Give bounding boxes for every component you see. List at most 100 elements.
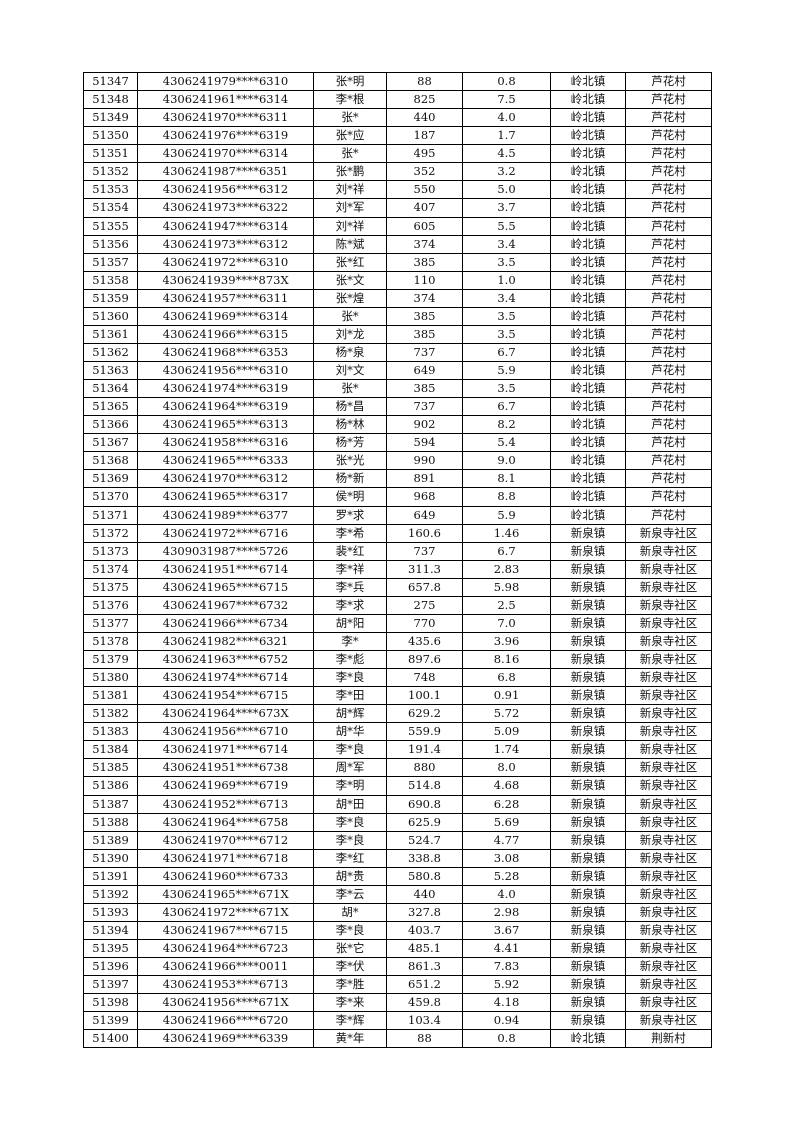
table-row: 51394 4306241967****6715 李*良 403.7 3.67 新泉镇 新泉… <box>83 920 712 941</box>
serial-number-cell: 51348 <box>83 90 138 110</box>
town-cell: 岭北镇 <box>550 415 626 435</box>
town-cell: 新泉镇 <box>550 541 626 561</box>
serial-number-cell: 51352 <box>83 162 138 182</box>
table-row: 51349 4306241970****6311 张* 440 4.0 岭北镇 芦花村 <box>83 108 712 128</box>
village-cell: 新泉寺社区 <box>625 938 712 959</box>
town-cell: 岭北镇 <box>550 144 626 164</box>
quantity-cell: 4.41 <box>462 938 551 959</box>
quantity-cell: 3.67 <box>462 920 551 941</box>
town-cell: 岭北镇 <box>550 397 626 417</box>
name-cell: 李*云 <box>313 884 387 904</box>
table-row: 51354 4306241973****6322 刘*军 407 3.7 岭北镇 芦花村 <box>83 198 712 218</box>
name-cell: 李*来 <box>313 993 387 1013</box>
village-cell: 芦花村 <box>625 198 712 218</box>
serial-number-cell: 51349 <box>83 108 138 128</box>
id-number-cell: 4306241958****6316 <box>137 433 314 453</box>
village-cell: 新泉寺社区 <box>625 1011 712 1031</box>
village-cell: 芦花村 <box>625 288 712 308</box>
village-cell: 新泉寺社区 <box>625 595 712 615</box>
table-row: 51396 4306241966****0011 李*伏 861.3 7.83 新泉镇 新泉… <box>83 957 712 977</box>
village-cell: 新泉寺社区 <box>625 758 712 778</box>
table-row: 51375 4306241965****6715 李*兵 657.8 5.98 新泉镇 新泉… <box>83 577 712 597</box>
serial-number-cell: 51397 <box>83 975 138 995</box>
town-cell: 新泉镇 <box>550 704 626 724</box>
serial-number-cell: 51369 <box>83 469 138 489</box>
village-cell: 芦花村 <box>625 71 712 92</box>
town-cell: 新泉镇 <box>550 758 626 778</box>
id-number-cell: 4306241965****6333 <box>137 451 314 471</box>
town-cell: 新泉镇 <box>550 722 626 742</box>
name-cell: 李*良 <box>313 830 387 850</box>
amount-cell: 737 <box>386 397 463 417</box>
table-row: 51393 4306241972****671X 胡* 327.8 2.98 新泉镇 新泉寺… <box>83 902 712 922</box>
serial-number-cell: 51391 <box>83 866 138 886</box>
table-row: 51367 4306241958****6316 杨*芳 594 5.4 岭北镇 芦花村 <box>83 433 712 453</box>
quantity-cell: 7.5 <box>462 90 551 110</box>
serial-number-cell: 51382 <box>83 704 138 724</box>
quantity-cell: 7.0 <box>462 613 551 633</box>
amount-cell: 968 <box>386 487 463 507</box>
table-row: 51368 4306241965****6333 张*光 990 9.0 岭北镇 芦花村 <box>83 451 712 471</box>
serial-number-cell: 51350 <box>83 126 138 146</box>
amount-cell: 580.8 <box>386 866 463 886</box>
table-row: 51372 4306241972****6716 李*希 160.6 1.46 新泉镇 新泉… <box>83 523 712 543</box>
amount-cell: 403.7 <box>386 920 463 941</box>
village-cell: 新泉寺社区 <box>625 975 712 995</box>
village-cell: 新泉寺社区 <box>625 686 712 706</box>
serial-number-cell: 51365 <box>83 397 138 417</box>
town-cell: 新泉镇 <box>550 920 626 941</box>
name-cell: 李*根 <box>313 90 387 110</box>
id-number-cell: 4306241964****673X <box>137 704 314 724</box>
amount-cell: 651.2 <box>386 975 463 995</box>
quantity-cell: 4.0 <box>462 884 551 904</box>
quantity-cell: 5.92 <box>462 975 551 995</box>
amount-cell: 88 <box>386 71 463 92</box>
serial-number-cell: 51398 <box>83 993 138 1013</box>
id-number-cell: 4306241987****6351 <box>137 162 314 182</box>
serial-number-cell: 51376 <box>83 595 138 615</box>
id-number-cell: 4306241968****6353 <box>137 342 314 363</box>
amount-cell: 103.4 <box>386 1011 463 1031</box>
town-cell: 新泉镇 <box>550 812 626 832</box>
id-number-cell: 4306241953****6713 <box>137 975 314 995</box>
town-cell: 岭北镇 <box>550 216 626 236</box>
town-cell: 岭北镇 <box>550 342 626 363</box>
name-cell: 胡*阳 <box>313 613 387 633</box>
amount-cell: 880 <box>386 758 463 778</box>
serial-number-cell: 51358 <box>83 270 138 290</box>
town-cell: 新泉镇 <box>550 595 626 615</box>
name-cell: 李*良 <box>313 740 387 760</box>
id-number-cell: 4306241947****6314 <box>137 216 314 236</box>
name-cell: 杨*芳 <box>313 433 387 453</box>
quantity-cell: 0.8 <box>462 1029 551 1049</box>
amount-cell: 559.9 <box>386 722 463 742</box>
serial-number-cell: 51353 <box>83 180 138 200</box>
amount-cell: 160.6 <box>386 523 463 543</box>
village-cell: 芦花村 <box>625 342 712 363</box>
village-cell: 芦花村 <box>625 144 712 164</box>
village-cell: 芦花村 <box>625 108 712 128</box>
quantity-cell: 5.0 <box>462 180 551 200</box>
amount-cell: 825 <box>386 90 463 110</box>
id-number-cell: 4306241956****6710 <box>137 722 314 742</box>
table-row: 51347 4306241979****6310 张*明 88 0.8 岭北镇 芦花村 <box>83 71 712 92</box>
town-cell: 岭北镇 <box>550 126 626 146</box>
town-cell: 新泉镇 <box>550 776 626 796</box>
name-cell: 张*光 <box>313 451 387 471</box>
quantity-cell: 3.2 <box>462 162 551 182</box>
table-row: 51390 4306241971****6718 李*红 338.8 3.08 新泉镇 新泉… <box>83 848 712 868</box>
name-cell: 胡*田 <box>313 794 387 814</box>
table-row: 51387 4306241952****6713 胡*田 690.8 6.28 新泉镇 新泉… <box>83 794 712 814</box>
quantity-cell: 5.5 <box>462 216 551 236</box>
quantity-cell: 7.83 <box>462 957 551 977</box>
town-cell: 新泉镇 <box>550 577 626 597</box>
name-cell: 张*煌 <box>313 288 387 308</box>
serial-number-cell: 51379 <box>83 649 138 670</box>
table-row: 51361 4306241966****6315 刘*龙 385 3.5 岭北镇 芦花村 <box>83 324 712 344</box>
id-number-cell: 4306241954****6715 <box>137 686 314 706</box>
name-cell: 杨*泉 <box>313 342 387 363</box>
town-cell: 新泉镇 <box>550 794 626 814</box>
table-row: 51383 4306241956****6710 胡*华 559.9 5.09 新泉镇 新泉… <box>83 722 712 742</box>
amount-cell: 374 <box>386 234 463 254</box>
quantity-cell: 2.5 <box>462 595 551 615</box>
